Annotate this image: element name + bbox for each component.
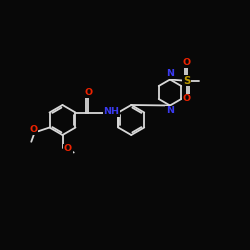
Text: N: N bbox=[166, 106, 174, 116]
Text: NH: NH bbox=[104, 108, 120, 116]
Text: O: O bbox=[84, 88, 92, 97]
Text: S: S bbox=[183, 76, 190, 86]
Text: O: O bbox=[183, 58, 191, 67]
Text: N: N bbox=[166, 70, 174, 78]
Text: O: O bbox=[30, 126, 38, 134]
Text: O: O bbox=[64, 144, 72, 153]
Text: O: O bbox=[183, 94, 191, 103]
